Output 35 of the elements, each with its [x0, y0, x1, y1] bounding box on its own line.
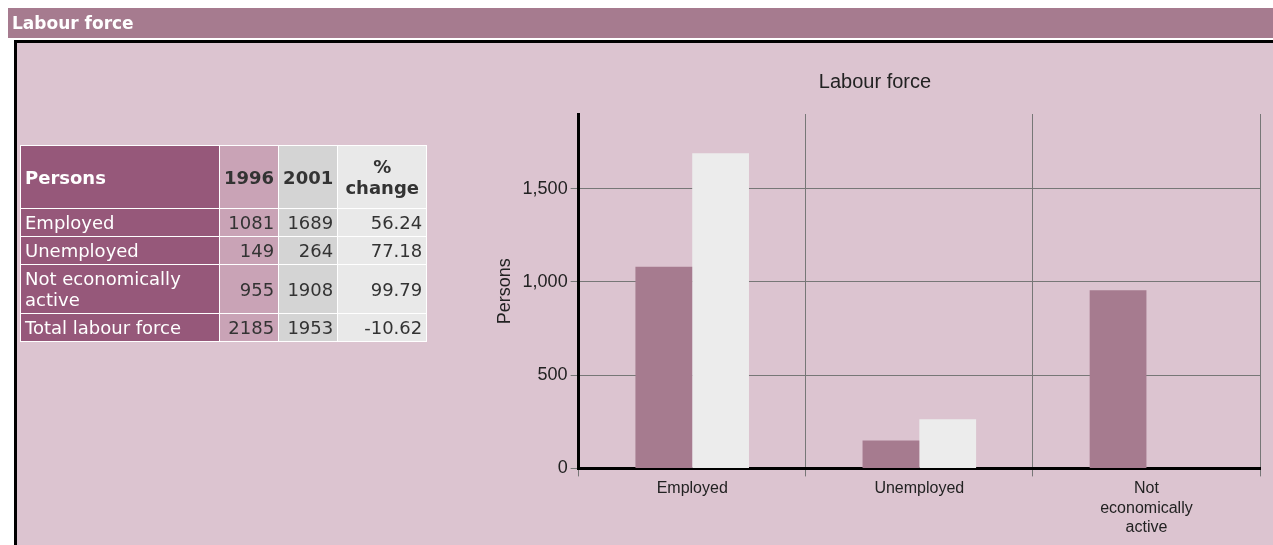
text: 77.18	[337, 236, 427, 265]
text: 99.79	[337, 264, 427, 314]
text: Labour force	[8, 8, 1273, 38]
text: 149	[219, 236, 279, 265]
bar	[1089, 290, 1147, 468]
text: 2185	[219, 313, 279, 342]
x-tick-label: Not economically active	[1100, 479, 1193, 535]
category-label: Total labour force	[20, 313, 220, 342]
text: 2001	[278, 145, 338, 209]
y-tick-label: 1,000	[522, 270, 568, 291]
y-tick-label: 500	[537, 364, 568, 385]
bar	[919, 419, 977, 468]
y-tick-label: 0	[557, 457, 568, 478]
y-tick-label: 1,500	[522, 177, 568, 198]
bar	[862, 440, 920, 468]
category-label: Not economically active	[20, 264, 220, 314]
chart-title: Labour force	[818, 69, 932, 92]
text: -10.62	[337, 313, 427, 342]
category-label: Unemployed	[20, 236, 220, 265]
text: 1689	[278, 208, 338, 237]
x-tick-label: Employed	[656, 479, 728, 497]
text: 1953	[278, 313, 338, 342]
bar	[692, 153, 749, 468]
category-label: Employed	[20, 208, 220, 237]
x-tick-label: Unemployed	[874, 479, 965, 497]
text: 1996	[219, 145, 279, 209]
legend-title: Persons	[20, 145, 220, 209]
text: 1908	[278, 264, 338, 314]
text: 955	[219, 264, 279, 314]
y-axis-title: Persons	[493, 258, 514, 325]
bar	[635, 266, 693, 468]
text: 56.24	[337, 208, 427, 237]
text: % change	[337, 145, 427, 209]
text: 264	[278, 236, 338, 265]
text: 1081	[219, 208, 279, 237]
